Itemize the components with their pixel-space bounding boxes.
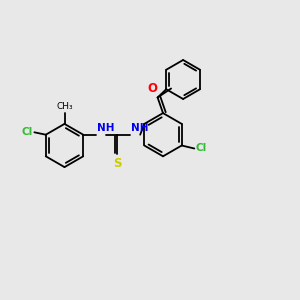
Text: NH: NH (130, 123, 148, 133)
Text: S: S (113, 157, 122, 170)
Text: Cl: Cl (196, 143, 207, 154)
Text: Cl: Cl (21, 127, 33, 137)
Text: CH₃: CH₃ (56, 102, 73, 111)
Text: NH: NH (97, 123, 114, 133)
Text: O: O (147, 82, 157, 94)
